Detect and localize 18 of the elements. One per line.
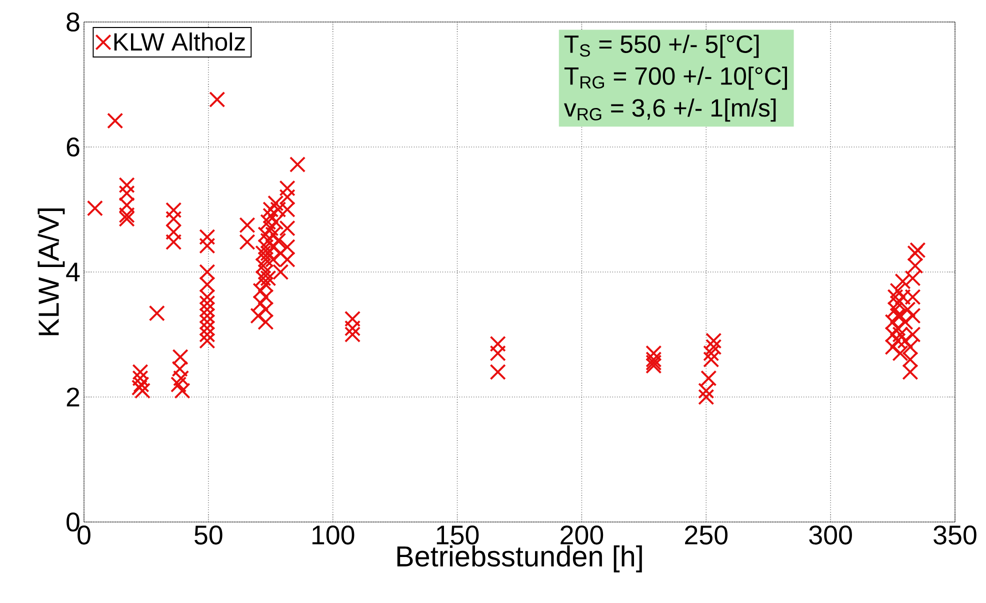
y-tick-label: 8 — [66, 12, 80, 32]
x-tick-label: 150 — [436, 526, 479, 545]
y-axis-title: KLW [A/V] — [38, 208, 65, 336]
y-tick-label: 2 — [66, 388, 80, 406]
x-axis-title: Betriebsstunden [h] — [397, 545, 642, 572]
annotation: T$_{RG}$ = 700 +/- 10[°C] — [564, 66, 787, 90]
x-tick-label: 100 — [312, 526, 354, 545]
x-tick-label: 50 — [194, 526, 222, 545]
annotation: T$_{S}$ = 550 +/- 5[°C] — [564, 34, 759, 58]
x-tick-label: 350 — [934, 526, 976, 545]
x-tick-label: 300 — [809, 526, 852, 545]
y-tick-label: 4 — [66, 262, 80, 282]
x-tick-label: 250 — [685, 526, 728, 545]
x-tick-label: 200 — [560, 526, 604, 545]
legend-label: KLW Altholz — [114, 32, 245, 51]
annotation: v$_{RG}$ = 3,6 +/- 1[m/s] — [564, 98, 776, 122]
y-tick-label: 6 — [66, 137, 80, 157]
y-tick-label: 0 — [66, 512, 80, 532]
